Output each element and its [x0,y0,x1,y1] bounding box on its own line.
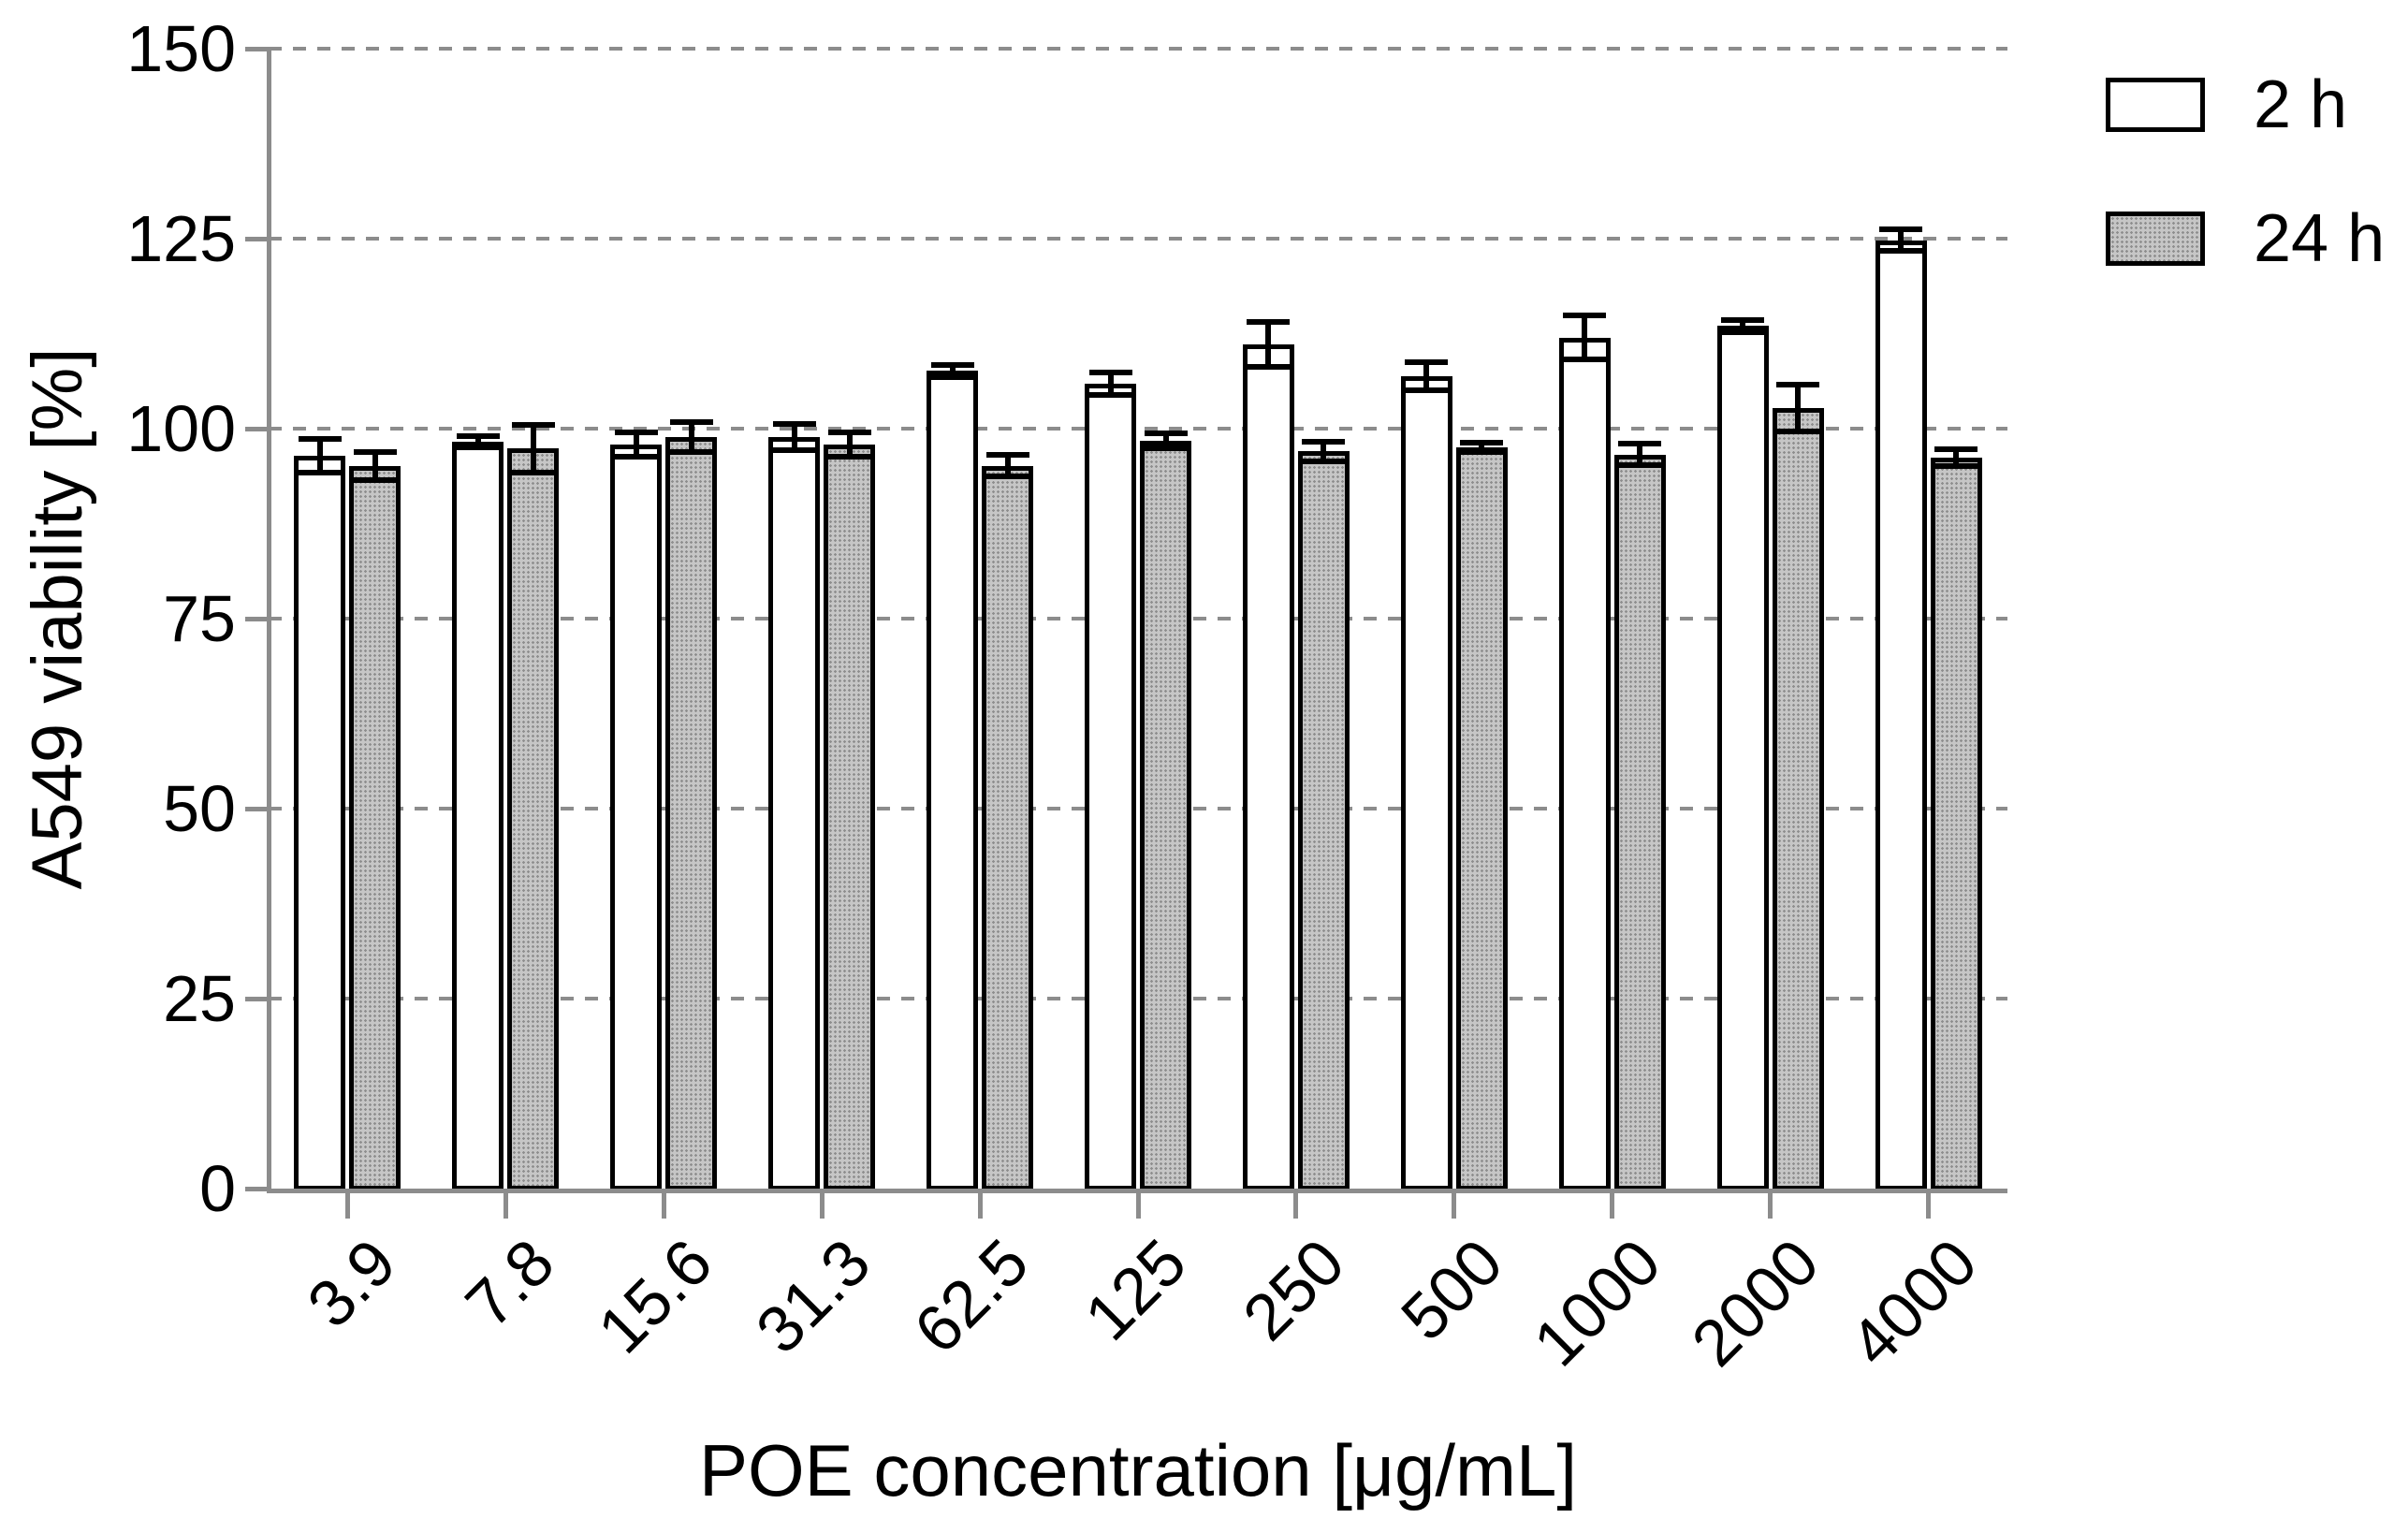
x-tick-250 [1293,1190,1299,1219]
error-bar-2h-31.3 [772,420,816,453]
gridline-y125 [269,237,2007,241]
error-bar-2h-7.8 [456,432,500,450]
bar-2h-500 [1400,375,1452,1190]
error-bar-2h-250 [1247,319,1291,370]
bar-24h-31.3 [824,445,876,1190]
bar-24h-125 [1140,440,1191,1190]
bar-2h-7.8 [452,441,504,1190]
legend-label-2h: 2 h [2254,67,2348,142]
gridline-y25 [269,997,2007,1000]
x-tick-label-500: 500 [1387,1225,1517,1354]
bar-24h-3.9 [349,465,401,1190]
gridline-y150 [269,47,2007,51]
gridline-y100 [269,427,2007,431]
legend-label-24h: 24 h [2254,201,2386,276]
error-bar-2h-500 [1405,359,1449,393]
bar-2h-1000 [1558,337,1611,1190]
error-bar-24h-7.8 [511,421,555,475]
x-tick-label-62.5: 62.5 [899,1225,1043,1367]
error-bar-2h-125 [1088,370,1132,398]
x-tick-label-4000: 4000 [1835,1225,1991,1380]
y-tick-100 [245,426,269,431]
bar-2h-31.3 [768,436,821,1190]
x-tick-62.5 [977,1190,983,1219]
error-bar-24h-3.9 [353,448,397,483]
x-tick-1000 [1610,1190,1615,1219]
y-tick-0 [245,1186,269,1191]
bar-2h-3.9 [294,456,346,1190]
gridline-y75 [269,617,2007,620]
y-tick-label-25: 25 [163,962,236,1035]
x-tick-label-7.8: 7.8 [451,1225,568,1342]
bar-24h-500 [1455,447,1508,1190]
error-bar-24h-1000 [1618,440,1662,469]
x-axis-line [266,1189,2007,1193]
bar-24h-2000 [1772,408,1824,1190]
y-tick-150 [245,46,269,51]
y-tick-label-100: 100 [126,392,236,465]
x-tick-label-2000: 2000 [1677,1225,1832,1380]
error-bar-24h-4000 [1934,445,1978,470]
y-tick-125 [245,236,269,241]
y-tick-label-125: 125 [126,202,236,275]
y-tick-50 [245,806,269,811]
bar-24h-15.6 [665,436,718,1190]
y-axis-line [266,49,271,1193]
bar-2h-4000 [1875,240,1927,1190]
y-tick-75 [245,616,269,621]
error-bar-2h-4000 [1879,226,1923,255]
bar-2h-250 [1242,343,1294,1190]
x-tick-7.8 [503,1190,508,1219]
error-bar-24h-125 [1144,431,1188,451]
y-tick-label-75: 75 [163,582,236,655]
bar-2h-15.6 [610,445,663,1190]
x-tick-15.6 [661,1190,666,1219]
x-tick-125 [1135,1190,1141,1219]
x-tick-label-125: 125 [1071,1225,1201,1354]
bar-24h-62.5 [982,465,1034,1190]
gridline-y50 [269,807,2007,810]
bar-2h-125 [1085,384,1136,1190]
legend-swatch-24h-icon [2106,212,2205,266]
bar-24h-1000 [1613,454,1666,1190]
bar-2h-2000 [1716,326,1769,1190]
x-tick-500 [1452,1190,1457,1219]
error-bar-24h-500 [1460,440,1504,456]
y-tick-25 [245,996,269,1001]
legend-item-2h: 2 h [2106,71,2347,139]
error-bar-24h-2000 [1776,382,1820,434]
y-tick-label-0: 0 [199,1152,236,1225]
y-axis-title: A549 viability [%] [18,347,97,890]
error-bar-2h-15.6 [614,429,658,460]
x-tick-label-3.9: 3.9 [293,1225,410,1342]
x-tick-3.9 [344,1190,350,1219]
error-bar-2h-3.9 [298,436,342,476]
legend-swatch-2h-icon [2106,78,2205,132]
x-tick-label-1000: 1000 [1519,1225,1675,1380]
bar-24h-4000 [1930,457,1982,1190]
x-tick-label-31.3: 31.3 [742,1225,884,1367]
error-bar-2h-1000 [1563,312,1607,363]
x-tick-label-250: 250 [1229,1225,1359,1354]
x-axis-title: POE concentration [μg/mL] [698,1429,1578,1511]
y-tick-label-150: 150 [126,12,236,85]
error-bar-24h-31.3 [827,429,871,460]
x-tick-31.3 [819,1190,825,1219]
bar-24h-7.8 [507,448,560,1190]
x-tick-2000 [1768,1190,1773,1219]
error-bar-24h-250 [1302,438,1346,465]
bar-24h-250 [1297,451,1350,1190]
error-bar-24h-62.5 [985,452,1029,480]
x-tick-label-15.6: 15.6 [584,1225,726,1367]
bar-2h-62.5 [927,371,979,1190]
error-bar-2h-2000 [1721,316,1765,336]
x-tick-4000 [1926,1190,1932,1219]
error-bar-24h-15.6 [669,419,713,455]
error-bar-2h-62.5 [930,361,974,381]
y-tick-label-50: 50 [163,772,236,845]
legend-item-24h: 24 h [2106,205,2385,272]
